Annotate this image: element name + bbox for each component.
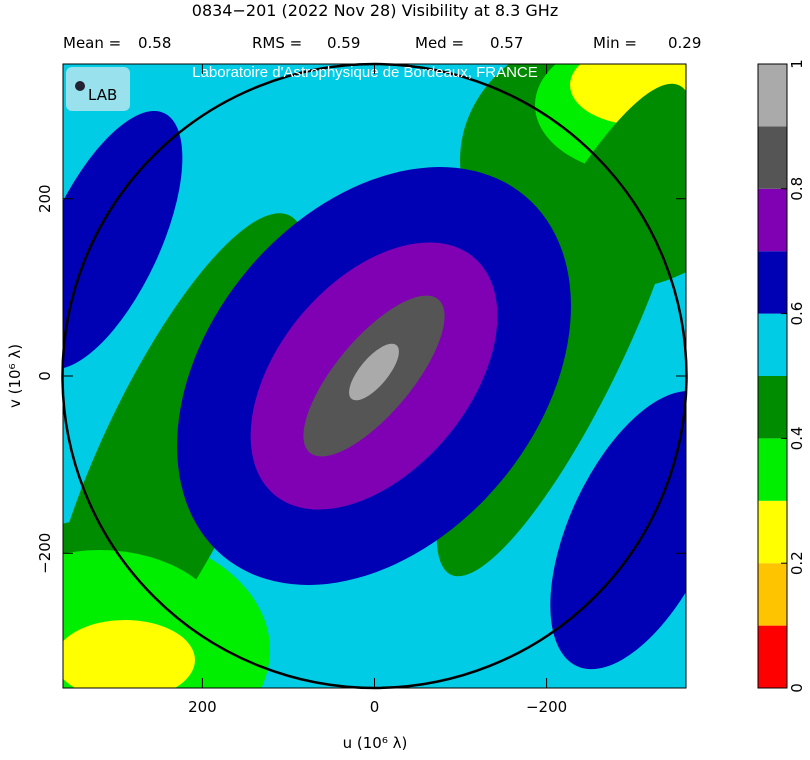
map-region	[349, 343, 399, 401]
logo-text: LAB	[88, 86, 117, 104]
chart-title: 0834−201 (2022 Nov 28) Visibility at 8.3…	[192, 1, 558, 20]
stat-value: 0.58	[138, 34, 171, 52]
colorbar-tick-label: 0.8	[788, 177, 806, 201]
colorbar-frame	[757, 63, 788, 689]
visibility-map	[63, 64, 686, 688]
colorbar-band	[758, 251, 787, 314]
stat-label: Mean =	[63, 34, 121, 52]
stat-value: 0.59	[327, 34, 360, 52]
y-axis-label: v (10⁶ λ)	[6, 344, 24, 408]
colorbar-tick-label: 0.6	[788, 302, 806, 326]
colorbar-band	[758, 188, 787, 252]
colorbar-tick-label: 0.2	[788, 551, 806, 575]
colorbar-band	[758, 438, 787, 501]
x-tick-label: 0	[370, 698, 380, 716]
stat-label: Med =	[415, 34, 464, 52]
y-tick-label: 0	[36, 371, 54, 381]
x-axis-label: u (10⁶ λ)	[343, 734, 408, 752]
stat-label: Min =	[593, 34, 637, 52]
y-tick-label: −200	[36, 533, 54, 574]
map-region	[550, 390, 686, 670]
colorbar-band	[758, 625, 787, 688]
colorbar-band	[758, 126, 787, 189]
colorbar-tick-label: 0.4	[788, 426, 806, 450]
y-tick-label: 200	[36, 184, 54, 213]
stat-value: 0.29	[668, 34, 701, 52]
colorbar-band	[758, 563, 787, 626]
x-tick-label: −200	[526, 698, 567, 716]
colorbar-tick-label: 0	[788, 683, 806, 693]
watermark: Laboratoire d'Astrophysique de Bordeaux,…	[192, 64, 538, 81]
x-tick-label: 200	[188, 698, 217, 716]
colorbar-band	[758, 376, 787, 439]
map-region	[63, 620, 195, 688]
map-region	[63, 111, 183, 369]
stat-label: RMS =	[252, 34, 302, 52]
stat-value: 0.57	[490, 34, 523, 52]
colorbar-band	[758, 313, 787, 376]
colorbar-band	[758, 64, 787, 127]
colorbar-band	[758, 500, 787, 564]
colorbar-tick-label: 1	[788, 59, 806, 69]
logo: LAB	[66, 67, 130, 111]
